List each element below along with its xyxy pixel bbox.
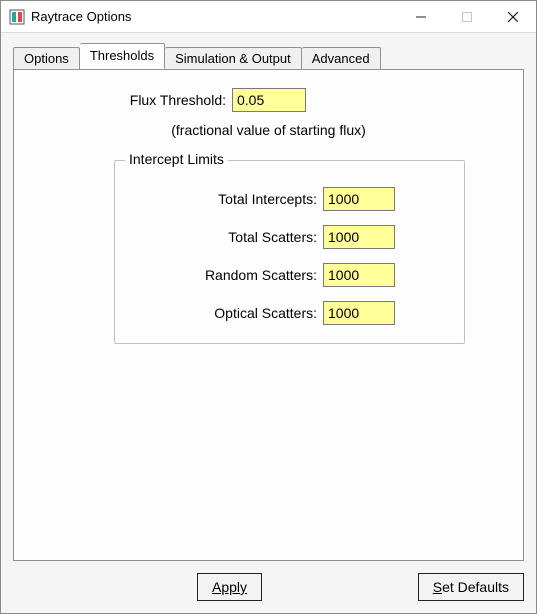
dialog-window: Raytrace Options Options Thresholds Simu… [0,0,537,614]
window-title: Raytrace Options [31,9,131,24]
tabpage-thresholds: Flux Threshold: (fractional value of sta… [13,69,524,561]
tab-trail-edge [381,50,382,70]
intercept-limits-title: Intercept Limits [125,151,228,167]
total-scatters-row: Total Scatters: [133,225,446,249]
total-intercepts-row: Total Intercepts: [133,187,446,211]
flux-threshold-row: Flux Threshold: [32,88,505,112]
apply-button[interactable]: Apply [197,573,262,601]
random-scatters-input[interactable] [323,263,395,287]
minimize-icon [416,12,426,22]
total-intercepts-input[interactable] [323,187,395,211]
optical-scatters-row: Optical Scatters: [133,301,446,325]
tab-simulation-output[interactable]: Simulation & Output [165,47,302,70]
total-scatters-label: Total Scatters: [133,229,323,245]
optical-scatters-label: Optical Scatters: [133,305,323,321]
apply-button-label: Apply [212,579,247,595]
flux-threshold-hint: (fractional value of starting flux) [32,122,505,138]
tabstrip: Options Thresholds Simulation & Output A… [13,43,524,69]
random-scatters-row: Random Scatters: [133,263,446,287]
close-button[interactable] [490,1,536,33]
maximize-button[interactable] [444,1,490,33]
dialog-button-row: Apply Set Defaults [1,561,536,613]
tab-thresholds[interactable]: Thresholds [80,43,165,69]
close-icon [508,12,518,22]
optical-scatters-input[interactable] [323,301,395,325]
flux-threshold-input[interactable] [232,88,306,112]
tab-options[interactable]: Options [13,47,80,70]
set-defaults-label: Set Defaults [433,579,509,595]
tab-advanced[interactable]: Advanced [302,47,381,70]
total-intercepts-label: Total Intercepts: [133,191,323,207]
client-area: Options Thresholds Simulation & Output A… [1,33,536,561]
intercept-limits-group: Intercept Limits Total Intercepts: Total… [114,160,465,344]
flux-threshold-label: Flux Threshold: [32,92,232,108]
total-scatters-input[interactable] [323,225,395,249]
maximize-icon [462,12,472,22]
titlebar: Raytrace Options [1,1,536,33]
minimize-button[interactable] [398,1,444,33]
random-scatters-label: Random Scatters: [133,267,323,283]
set-defaults-button[interactable]: Set Defaults [418,573,524,601]
app-icon [9,9,25,25]
